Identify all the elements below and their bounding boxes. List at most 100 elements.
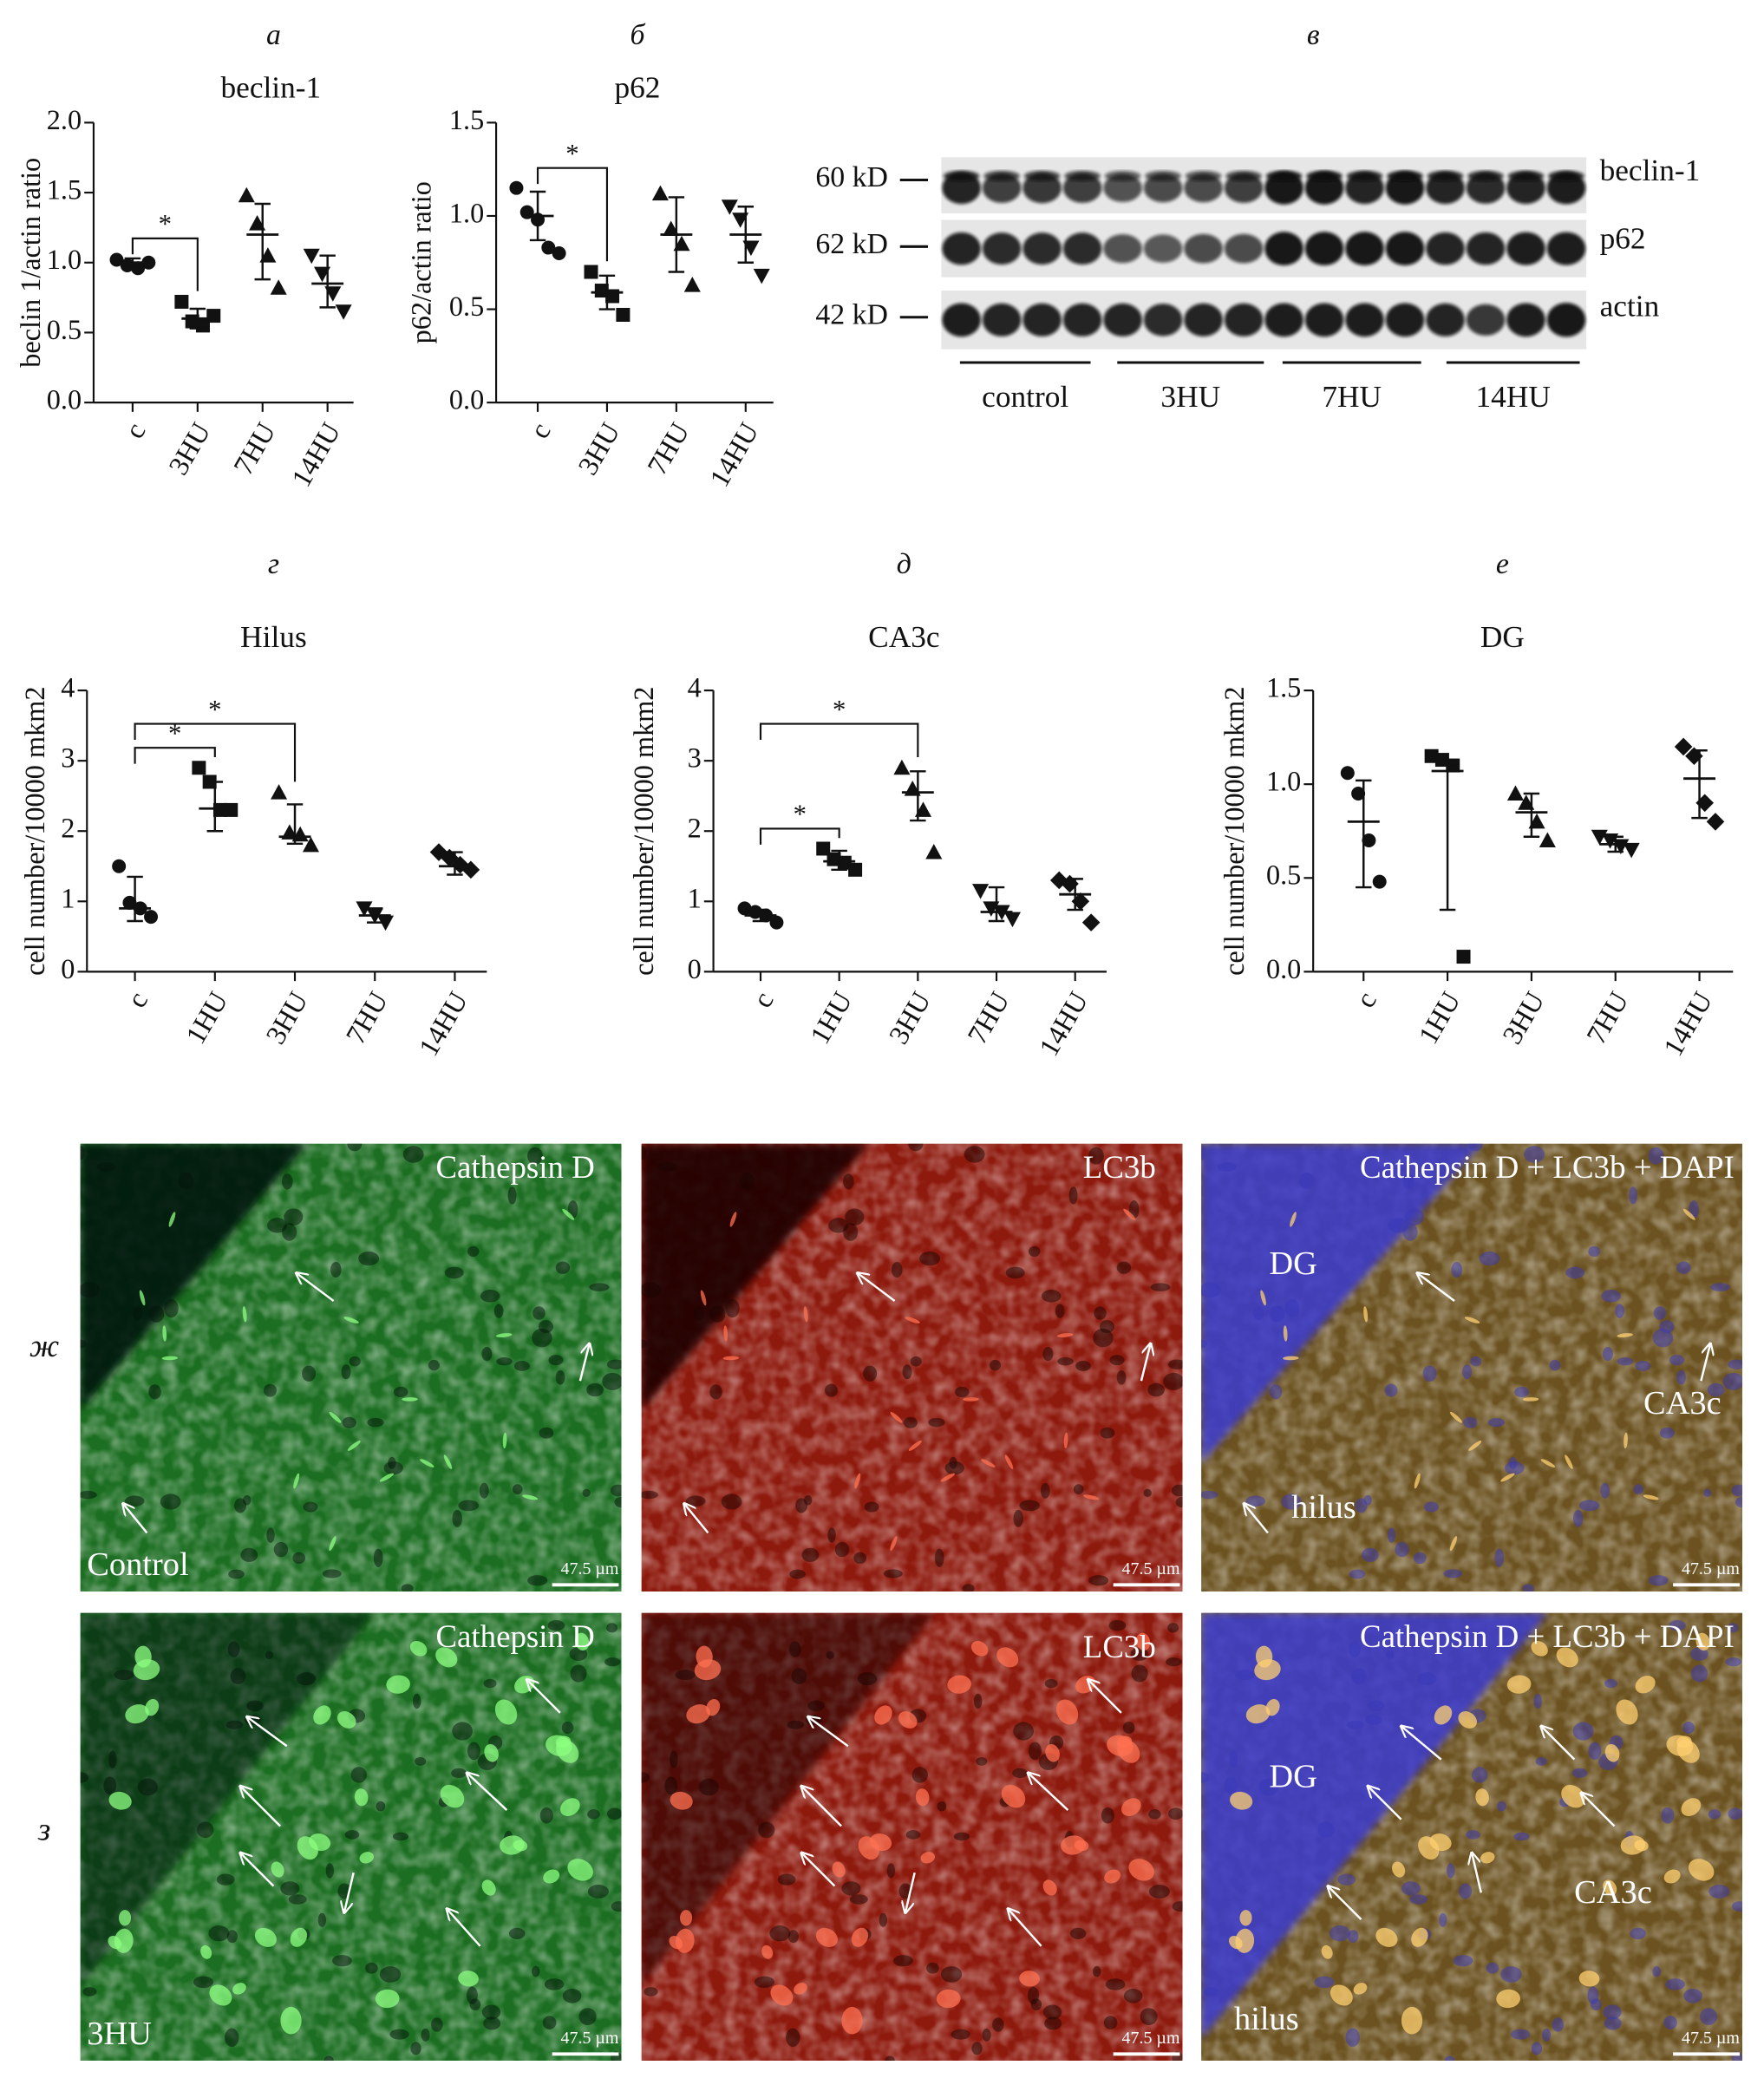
cell: [1321, 1944, 1333, 1959]
dark-spot: [1590, 1998, 1602, 2010]
point: [732, 212, 749, 228]
point: [552, 246, 566, 260]
dark-spot: [284, 1208, 304, 1225]
dark-layer: [641, 1143, 868, 1410]
dark-spot: [1659, 1427, 1675, 1439]
significance-bracket: [536, 167, 609, 262]
dark-spot: [1552, 2017, 1565, 2032]
dark-spot: [1167, 1359, 1183, 1369]
cell: [1578, 1971, 1600, 1987]
dark-spot: [1217, 1162, 1237, 1172]
cell: [1330, 1984, 1353, 2006]
dark-spot: [1384, 1383, 1398, 1397]
dark-spot: [1603, 2004, 1622, 2020]
blot-band: [1506, 232, 1545, 265]
dark-spot: [1055, 1304, 1065, 1318]
dark-spot: [80, 1772, 88, 1783]
dark-spot: [1150, 1283, 1171, 1291]
arrow: [858, 1273, 896, 1302]
blot-band: [1064, 170, 1101, 182]
arrow: [467, 1773, 508, 1811]
dark-spot: [1019, 1500, 1041, 1512]
dark-spot: [675, 1670, 696, 1680]
cell: [890, 1411, 903, 1423]
cell: [1045, 1743, 1060, 1762]
dark-spot: [1367, 1700, 1385, 1712]
cell: [118, 1910, 132, 1926]
channel-label: Cathepsin D + LC3b + DAPI: [1360, 1149, 1735, 1185]
dark-spot: [288, 1894, 307, 1905]
cell: [1434, 1705, 1453, 1725]
point: [893, 759, 911, 775]
arrow: [297, 1273, 335, 1302]
point: [141, 255, 156, 270]
cell: [1128, 1859, 1154, 1881]
dark-spot: [1088, 1575, 1109, 1586]
dark-spot: [1451, 1262, 1463, 1278]
dark-spot: [1472, 1767, 1488, 1783]
dark-spot: [1439, 1912, 1447, 1927]
cell: [139, 1290, 146, 1306]
dark-spot: [1093, 1328, 1114, 1348]
cell: [858, 1836, 879, 1860]
dark-spot: [358, 1252, 380, 1266]
dark-spot: [1234, 1670, 1255, 1680]
dark-spot: [1462, 1364, 1473, 1380]
dark-spot: [1633, 1484, 1644, 1495]
dark-spot: [428, 1359, 440, 1371]
panel-letter: е: [1496, 548, 1509, 580]
point: [324, 286, 342, 302]
dark-spot: [709, 1305, 726, 1323]
dark-spot: [1735, 1496, 1743, 1508]
arrow: [905, 1872, 916, 1912]
dark-spot: [1201, 1490, 1218, 1500]
dark-spot: [864, 1501, 879, 1513]
cell: [254, 1927, 277, 1947]
dark-spot: [561, 1722, 574, 1735]
point: [914, 801, 932, 817]
blot-band: [1387, 170, 1423, 182]
dark-spot: [937, 1801, 947, 1812]
channel-label: Cathepsin D: [435, 1618, 594, 1654]
cell: [481, 1879, 496, 1896]
dark-spot: [1572, 1509, 1584, 1527]
cell: [1565, 1454, 1573, 1469]
point: [616, 308, 630, 322]
dark-spot: [1514, 1386, 1529, 1398]
cell: [1235, 1928, 1255, 1953]
dark-spot: [1044, 2016, 1062, 2030]
micrograph: [1201, 1612, 1743, 2061]
dark-spot: [843, 1173, 854, 1190]
dark-spot: [1487, 1417, 1506, 1428]
dark-spot: [903, 1416, 918, 1428]
dark-spot: [1500, 1966, 1522, 1983]
dark-spot: [555, 1369, 565, 1385]
significance-label: *: [208, 695, 221, 724]
dark-spot: [1571, 1768, 1588, 1778]
dark-spot: [863, 1365, 878, 1382]
chart-title: p62: [614, 71, 660, 105]
dark-spot: [1676, 1261, 1691, 1274]
dark-spot: [1467, 1143, 1483, 1152]
cell: [1500, 1473, 1515, 1482]
dark-spot: [467, 1245, 480, 1257]
point: [826, 852, 841, 866]
blot-band: [1427, 170, 1464, 182]
dark-spot: [246, 1700, 264, 1712]
y-tick-label: 1: [688, 883, 702, 914]
dark-spot: [824, 1383, 838, 1397]
point: [1506, 785, 1524, 801]
x-tick-label: 1HU: [1412, 986, 1467, 1049]
y-axis-label: beclin 1/actin ratio: [15, 158, 46, 368]
cell: [1414, 1473, 1421, 1489]
cell: [1001, 1784, 1026, 1808]
x-tick-label: 14HU: [413, 986, 474, 1061]
dark-spot: [1073, 1484, 1084, 1495]
cell: [114, 1928, 134, 1953]
dark-spot: [641, 1282, 662, 1298]
dark-spot: [1057, 1357, 1074, 1366]
dark-spot: [739, 1172, 755, 1189]
dark-spot: [787, 1930, 799, 1944]
dark-spot: [1615, 1304, 1625, 1318]
dark-spot: [1171, 1484, 1183, 1497]
